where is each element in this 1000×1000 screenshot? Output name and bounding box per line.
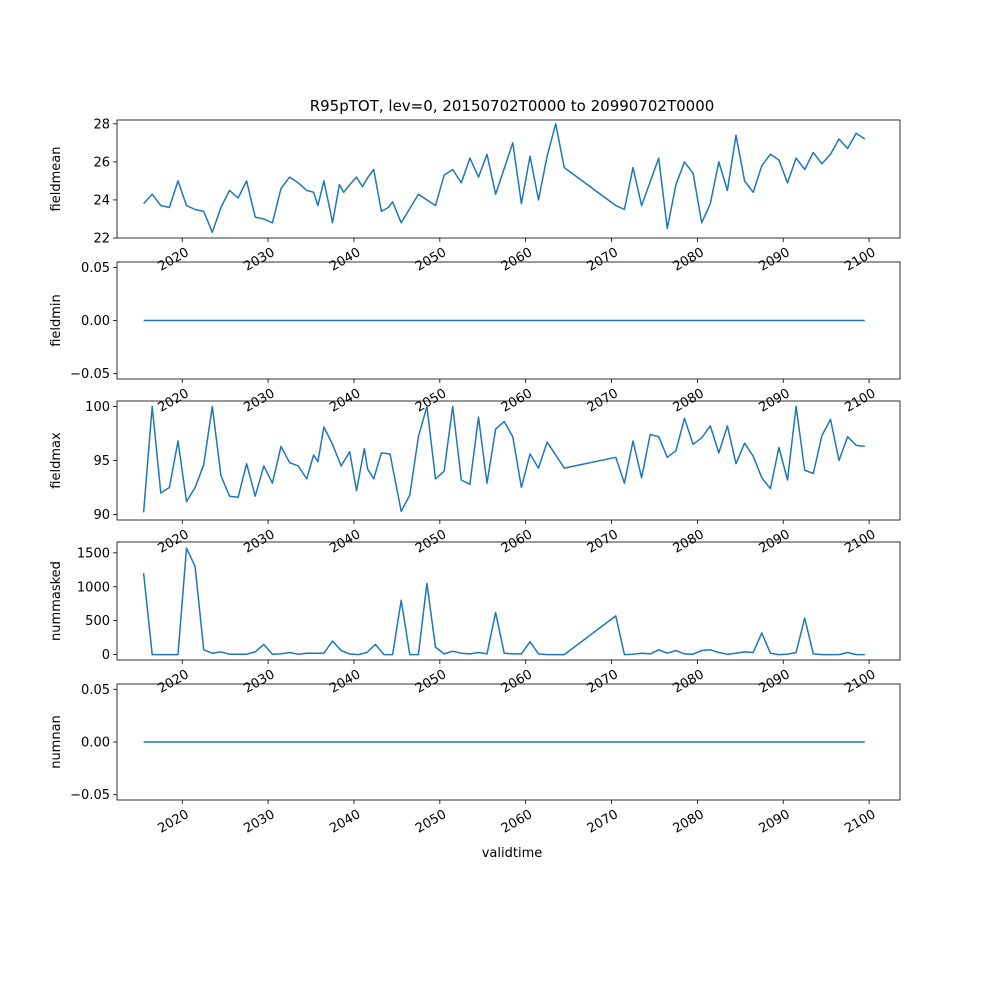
chart-title: R95pTOT, lev=0, 20150702T0000 to 2099070… — [310, 97, 715, 115]
y-tick-label-fieldmax: 100 — [85, 400, 110, 415]
series-line-nummasked — [142, 547, 865, 656]
y-axis-label-numnan: numnan — [49, 715, 64, 769]
x-axis-label: validtime — [482, 846, 543, 861]
y-tick-label-fieldmin: 0.00 — [81, 314, 110, 329]
axes-frame-fieldmean — [116, 119, 901, 239]
y-axis-label-fieldmax: fieldmax — [49, 432, 64, 489]
y-tick-label-fieldmean: 28 — [93, 117, 110, 132]
series-line-fieldmax — [142, 405, 865, 513]
y-axis-label-nummasked: nummasked — [49, 561, 64, 641]
y-tick-label-nummasked: 1000 — [77, 580, 110, 595]
y-axis-label-fieldmin: fieldmin — [49, 294, 64, 347]
y-tick-label-fieldmean: 24 — [93, 193, 110, 208]
y-tick-label-fieldmean: 22 — [93, 232, 110, 247]
y-tick-label-nummasked: 1500 — [77, 546, 110, 561]
y-tick-label-numnan: 0.00 — [81, 736, 110, 751]
y-tick-label-fieldmin: 0.05 — [81, 261, 110, 276]
y-tick-label-numnan: −0.05 — [70, 788, 110, 803]
y-tick-label-fieldmin: −0.05 — [70, 367, 110, 382]
y-tick-label-nummasked: 0 — [102, 648, 110, 663]
series-line-fieldmean — [143, 123, 866, 234]
axes-frame-nummasked — [116, 541, 901, 661]
y-tick-label-nummasked: 500 — [85, 614, 110, 629]
y-tick-label-numnan: 0.05 — [81, 683, 110, 698]
y-axis-label-fieldmean: fieldmean — [49, 147, 64, 212]
y-tick-label-fieldmean: 26 — [93, 155, 110, 170]
y-tick-label-fieldmax: 95 — [93, 454, 110, 469]
y-tick-label-fieldmax: 90 — [93, 508, 110, 523]
